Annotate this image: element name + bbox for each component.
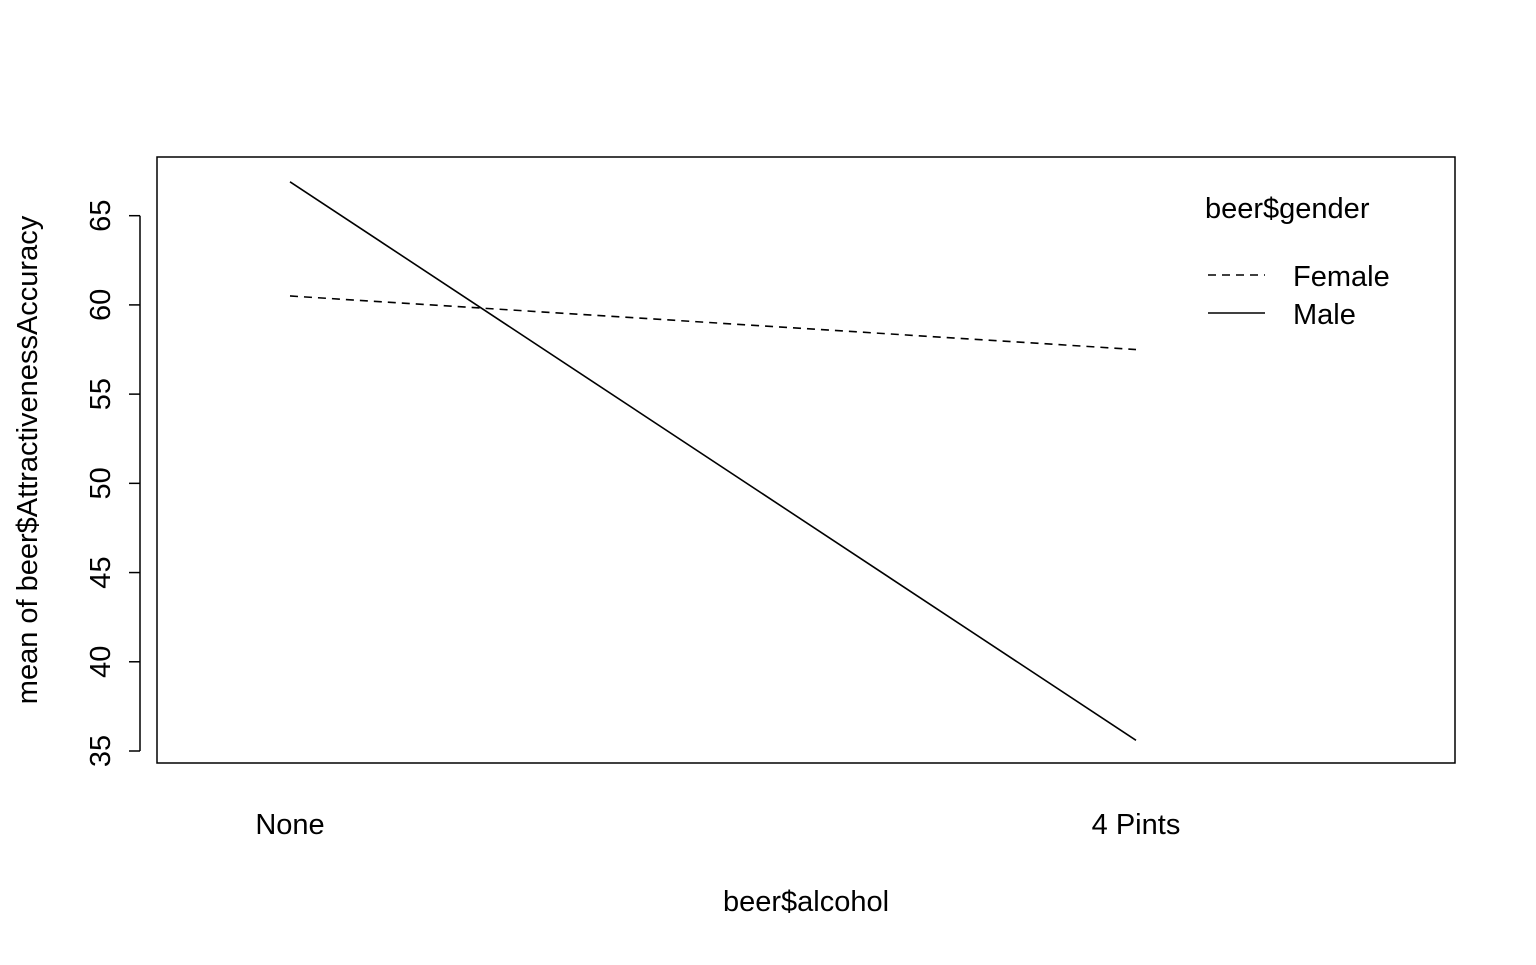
x-axis: None 4 Pints xyxy=(255,809,1180,841)
series-line-female xyxy=(289,295,1137,351)
y-tick-label: 40 xyxy=(85,646,117,678)
legend: beer$gender Female Male xyxy=(1205,193,1390,331)
y-tick-label: 60 xyxy=(85,289,117,321)
legend-label-male: Male xyxy=(1293,299,1356,331)
y-axis-title: mean of beer$AttractivenessAccuracy xyxy=(12,215,44,704)
x-tick-label: None xyxy=(255,809,324,841)
y-tick-label: 55 xyxy=(85,378,117,410)
x-axis-title: beer$alcohol xyxy=(723,886,889,918)
plot-frame xyxy=(156,156,1456,764)
legend-label-female: Female xyxy=(1293,261,1390,293)
series-line-male xyxy=(289,181,1137,741)
y-tick-label: 65 xyxy=(85,200,117,232)
y-tick-label: 35 xyxy=(85,735,117,767)
y-tick-label: 45 xyxy=(85,556,117,588)
y-axis: 35 40 45 50 55 60 65 xyxy=(85,200,141,767)
x-tick-label: 4 Pints xyxy=(1092,809,1181,841)
y-tick-label: 50 xyxy=(85,467,117,499)
legend-title: beer$gender xyxy=(1205,193,1370,225)
series-layer xyxy=(289,181,1137,741)
